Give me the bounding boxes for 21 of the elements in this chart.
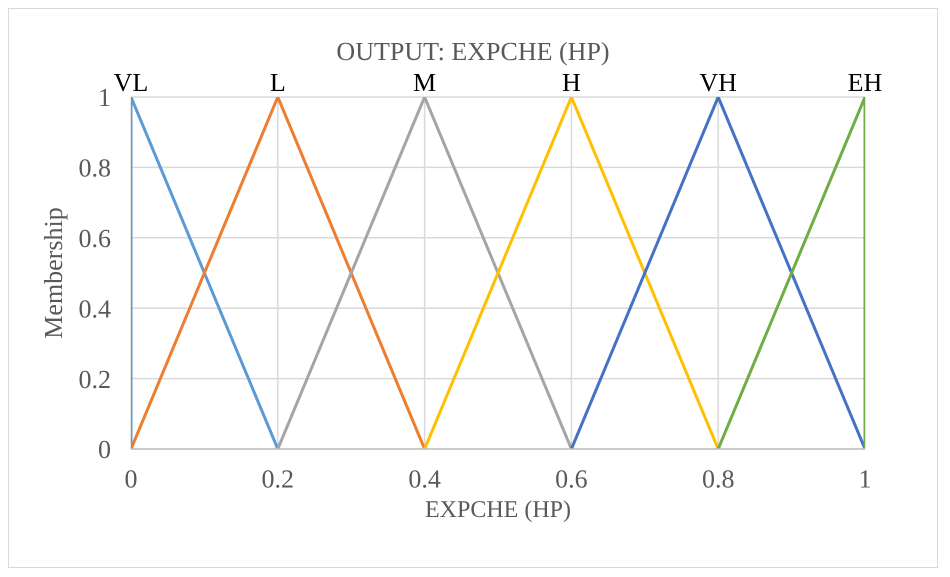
x-axis-title: EXPCHE (HP) [424,497,572,523]
x-tick-label: 0.8 [702,464,734,494]
y-tick-label: 1 [98,83,111,112]
series-label: H [562,68,582,97]
y-tick-label: 0.4 [78,294,111,324]
y-tick-label: 0.8 [78,154,111,183]
series-label: L [270,68,286,97]
x-tick-label: 0 [124,464,138,494]
y-tick-label: 0 [98,435,111,464]
chart-title: OUTPUT: EXPCHE (HP) [335,37,611,67]
y-tick-label: 0.6 [78,224,111,254]
series-label: M [413,68,436,97]
y-tick-label: 0.2 [78,364,111,394]
y-axis-title: Membership [39,207,68,339]
x-tick-label: 0.4 [408,464,441,494]
x-tick-label: 0.2 [262,464,294,494]
x-tick-label: 1 [858,464,872,494]
series-label: VL [114,68,148,97]
series-label: EH [848,68,883,97]
series-label: VH [699,68,738,97]
x-tick-label: 0.6 [555,464,588,494]
